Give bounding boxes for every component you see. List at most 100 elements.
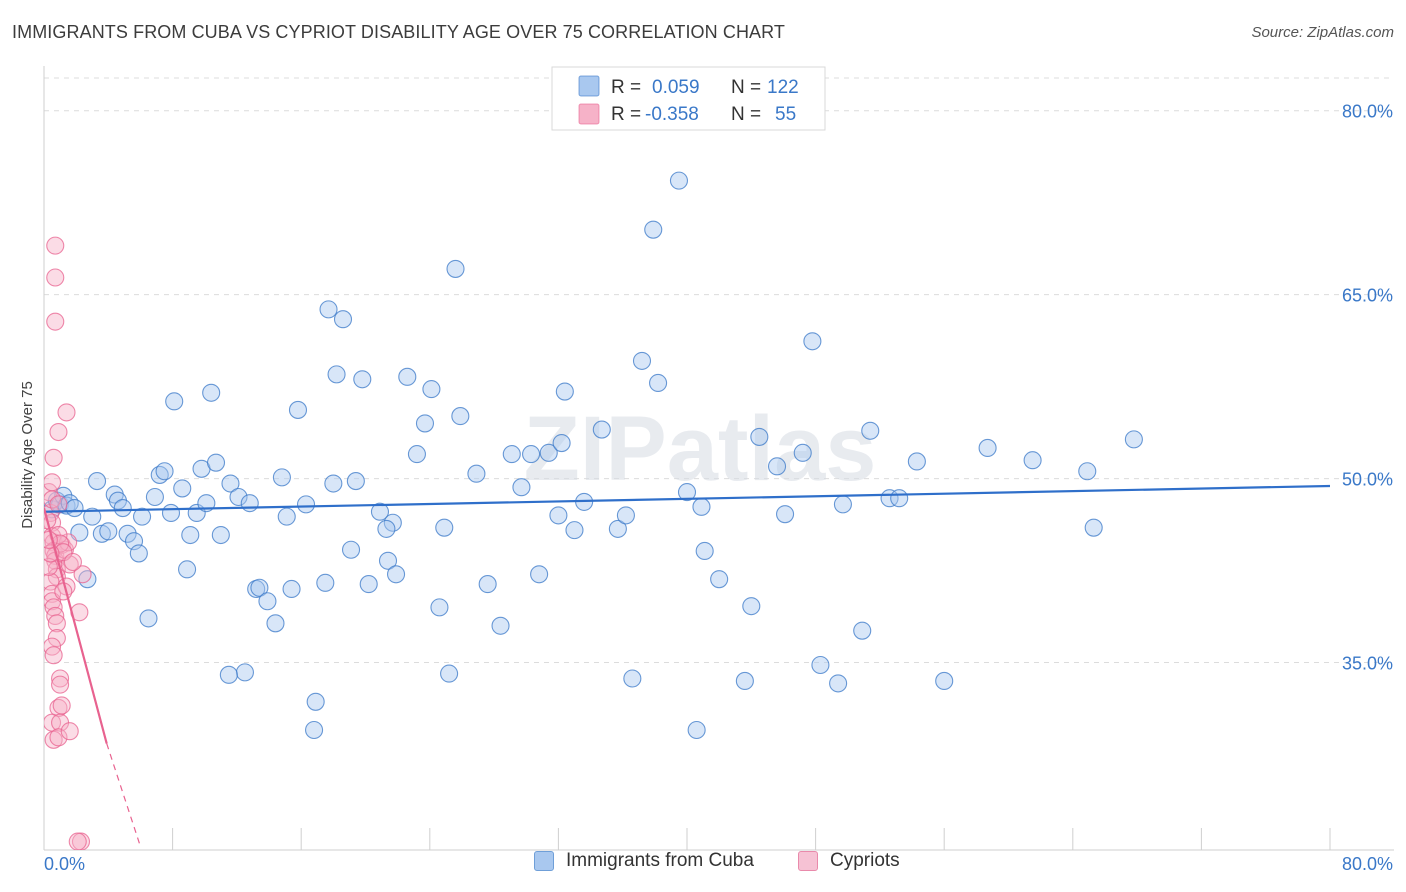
legend-item-cypriot: Cypriots: [798, 850, 900, 872]
cuba-point: [750, 427, 769, 446]
cuba-point: [861, 421, 880, 440]
cuba-point: [632, 351, 652, 370]
cuba-point: [306, 692, 325, 711]
legend-n-label-cuba: N =: [731, 77, 761, 98]
cuba-point: [1084, 518, 1103, 537]
cuba-point: [129, 544, 148, 563]
cuba-point: [530, 565, 549, 584]
cuba-point: [65, 498, 84, 518]
cuba-point: [555, 382, 574, 401]
cypriot-point: [44, 646, 63, 665]
cypriot-point: [68, 832, 87, 850]
cypriot-point: [44, 473, 62, 492]
correlation-legend: R = 0.059 N = 122 R = -0.358 N = 55: [551, 66, 826, 131]
cypriot-trend-line: [44, 507, 108, 744]
cuba-point: [359, 575, 378, 594]
legend-swatch-cypriot: [578, 103, 600, 125]
cuba-point: [324, 474, 343, 493]
cuba-point: [165, 392, 184, 411]
cypriot-point: [46, 606, 65, 626]
cuba-point: [250, 578, 269, 597]
cypriot-point: [46, 312, 65, 331]
cuba-point: [398, 367, 417, 386]
cypriot-point: [52, 696, 71, 715]
cuba-point: [502, 445, 521, 464]
cuba-point: [565, 521, 584, 540]
cuba-point: [370, 502, 390, 521]
cypriot-point: [60, 722, 79, 741]
cypriot-trend-extension: [106, 743, 142, 847]
cuba-point: [692, 497, 711, 516]
cuba-trend-line: [44, 484, 1331, 513]
cuba-point: [623, 669, 642, 688]
legend-item-cuba: Immigrants from Cuba: [534, 850, 754, 872]
cuba-point: [608, 519, 627, 538]
legend-r-label-cypriot: R =: [611, 104, 641, 125]
cypriot-point: [44, 730, 63, 749]
cypriot-point: [73, 565, 92, 584]
cuba-point: [178, 560, 197, 579]
cuba-point: [305, 720, 324, 740]
cuba-point: [319, 300, 338, 319]
cuba-point: [616, 506, 635, 525]
x-tick-labels: 0.0% 80.0%: [44, 854, 1393, 874]
cuba-point: [229, 487, 248, 507]
cuba-point: [1023, 451, 1042, 470]
cuba-point: [346, 472, 365, 491]
legend-label-cuba: Immigrants from Cuba: [566, 850, 754, 871]
cuba-point: [282, 579, 301, 599]
chart-title: IMMIGRANTS FROM CUBA VS CYPRIOT DISABILI…: [12, 22, 786, 42]
cuba-point: [829, 674, 848, 693]
cypriot-point: [51, 669, 70, 688]
cuba-point: [440, 664, 459, 683]
cuba-point: [1078, 462, 1097, 481]
legend-n-label-cypriot: N =: [731, 104, 761, 125]
cuba-point: [353, 370, 372, 389]
legend-n-value-cypriot: 55: [775, 104, 796, 125]
cuba-point: [649, 373, 668, 393]
x-tick-label-min: 0.0%: [44, 854, 85, 874]
cuba-point: [377, 519, 396, 538]
cuba-point: [767, 457, 787, 476]
cuba-point: [811, 655, 830, 675]
cuba-point: [742, 597, 761, 616]
cuba-point: [202, 383, 221, 402]
legend-label-cypriot: Cypriots: [830, 850, 900, 871]
data-points: [44, 171, 1143, 850]
source-label: Source: ZipAtlas.com: [1251, 24, 1394, 41]
cuba-point: [422, 380, 441, 399]
cuba-point: [677, 483, 697, 502]
legend-r-label-cuba: R =: [611, 77, 641, 98]
cuba-point: [522, 445, 541, 464]
cypriot-point: [63, 552, 82, 572]
legend-swatch-cypriot-bottom: [798, 851, 818, 871]
cuba-point: [113, 498, 132, 518]
cypriot-point: [44, 448, 63, 467]
trend-lines: [44, 484, 1331, 847]
cuba-point: [99, 522, 118, 541]
cuba-point: [1124, 430, 1143, 449]
cuba-point: [853, 621, 872, 640]
cuba-point: [181, 525, 200, 545]
cuba-point: [978, 438, 997, 458]
cypriot-point: [46, 268, 65, 287]
cuba-point: [150, 465, 169, 484]
cuba-point: [341, 540, 361, 559]
cuba-point: [327, 365, 346, 384]
cuba-point: [669, 171, 689, 190]
cuba-point: [161, 503, 181, 522]
y-tick-label: 80.0%: [1342, 102, 1393, 122]
cuba-point: [83, 507, 102, 526]
cuba-point: [219, 665, 238, 684]
cuba-point: [467, 464, 486, 483]
cuba-point: [435, 518, 454, 537]
cuba-point: [145, 487, 164, 507]
cuba-point: [539, 443, 558, 462]
cuba-point: [407, 445, 426, 464]
cuba-point: [240, 494, 259, 513]
cuba-point: [735, 671, 754, 691]
cypriot-point: [57, 403, 76, 422]
y-tick-label: 35.0%: [1342, 654, 1393, 674]
cuba-point: [803, 332, 822, 351]
